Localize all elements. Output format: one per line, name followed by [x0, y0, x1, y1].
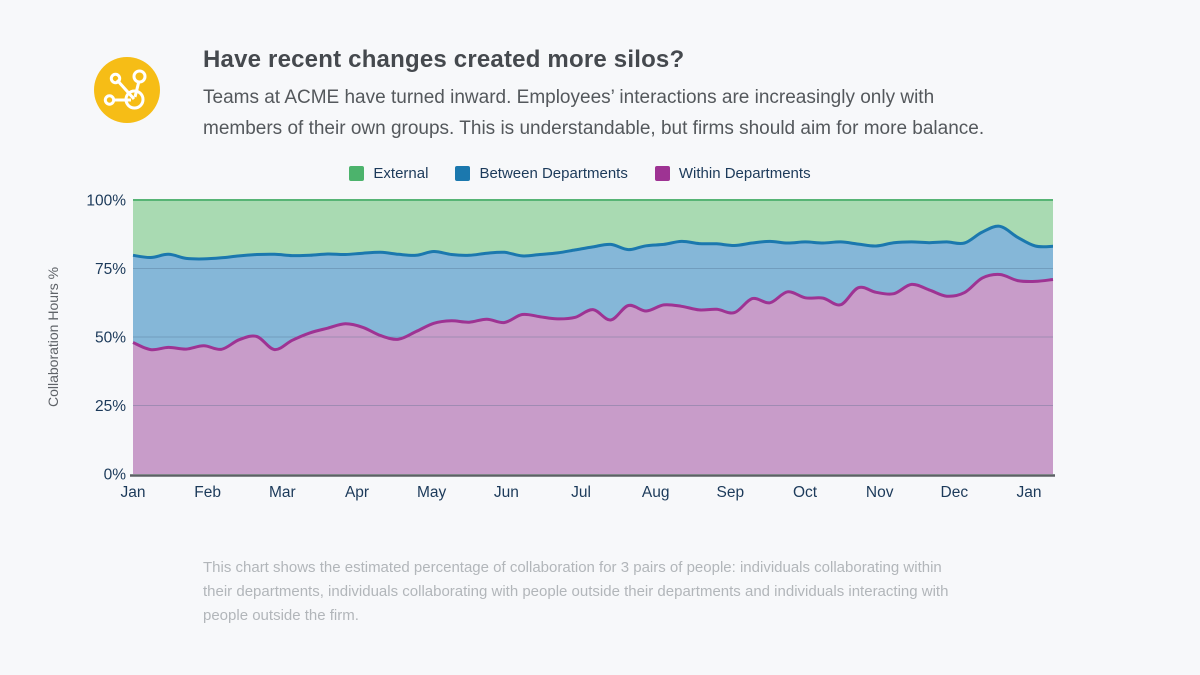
x-tick-label: Jan: [121, 484, 146, 501]
x-tick-label: Mar: [269, 484, 296, 501]
network-icon-glyph: [103, 69, 147, 110]
footnote-line-2: their departments, individuals collabora…: [203, 583, 949, 600]
legend-item-within-departments[interactable]: Within Departments: [654, 165, 811, 182]
area-within-departments: [133, 274, 1053, 474]
subtitle-line-1: Teams at ACME have turned inward. Employ…: [203, 87, 935, 108]
x-tick-label: Sep: [717, 484, 745, 501]
footnote-line-3: people outside the firm.: [203, 607, 359, 624]
y-tick-label: 0%: [104, 467, 127, 484]
line-between-departments: [132, 224, 1054, 261]
legend-item-between-departments[interactable]: Between Departments: [455, 165, 628, 182]
x-tick-label: Nov: [866, 484, 894, 501]
x-tick-label: Dec: [941, 484, 969, 501]
chart-legend: External Between Departments Within Depart…: [0, 165, 1160, 182]
subtitle-line-2: members of their own groups. This is und…: [203, 118, 985, 139]
page-title: Have recent changes created more silos?: [203, 46, 685, 73]
legend-swatch-within-departments: [654, 166, 670, 181]
line-within-departments: [132, 272, 1054, 352]
legend-item-external[interactable]: External: [349, 165, 428, 182]
y-tick-label: 25%: [95, 398, 126, 415]
x-tick-label: May: [417, 484, 447, 501]
y-tick-label: 100%: [86, 193, 126, 210]
y-tick-label: 50%: [95, 330, 126, 347]
legend-label-between-departments: Between Departments: [479, 165, 628, 182]
x-tick-label: Aug: [642, 484, 670, 501]
page-subtitle: Teams at ACME have turned inward. Employ…: [203, 82, 984, 144]
legend-swatch-between-departments: [455, 166, 471, 181]
area-between-departments: [133, 226, 1053, 350]
chart-footnote: This chart shows the estimated percentag…: [203, 556, 948, 628]
footnote-line-1: This chart shows the estimated percentag…: [203, 559, 942, 576]
x-tick-label: Jan: [1017, 484, 1042, 501]
legend-label-within-departments: Within Departments: [678, 165, 811, 182]
x-tick-label: Feb: [194, 484, 221, 501]
x-tick-label: Oct: [793, 484, 818, 501]
network-icon: [94, 57, 160, 123]
x-tick-label: Jun: [494, 484, 519, 501]
legend-label-external: External: [373, 165, 429, 182]
x-tick-label: Jul: [571, 484, 591, 501]
y-axis-title: Collaboration Hours %: [45, 267, 61, 407]
y-tick-label: 75%: [95, 261, 126, 278]
area-external: [133, 200, 1053, 259]
x-tick-label: Apr: [345, 484, 369, 501]
legend-swatch-external: [349, 166, 365, 181]
